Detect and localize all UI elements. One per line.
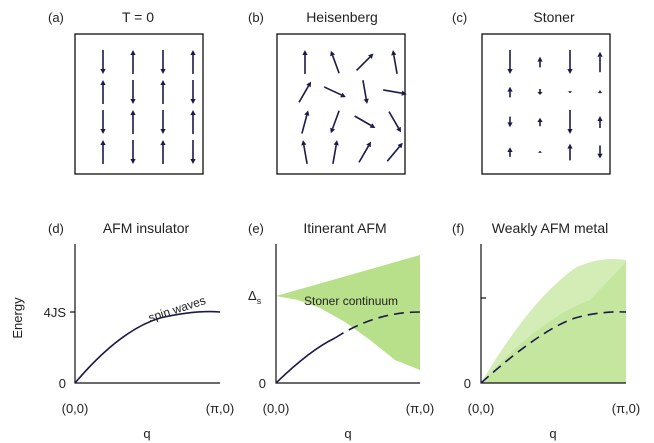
spin-arrow — [100, 80, 105, 104]
spin-arrow — [387, 143, 402, 161]
spin-arrow — [324, 87, 346, 97]
spin-arrows-c — [507, 50, 602, 160]
spin-arrow — [130, 50, 135, 74]
panel-title-b: Heisenberg — [306, 9, 378, 25]
panel-label-b: (b) — [248, 10, 264, 25]
spin-box-c — [482, 34, 610, 174]
spin-arrow — [160, 80, 165, 104]
spin-arrow — [363, 80, 369, 104]
spin-arrow — [597, 116, 602, 128]
spin-arrow — [190, 110, 195, 134]
spin-arrow — [389, 112, 401, 133]
spin-arrow — [160, 140, 165, 164]
panel-label-c: (c) — [452, 10, 467, 25]
spin-arrow — [160, 110, 165, 134]
panel-title-e: Itinerant AFM — [303, 220, 386, 236]
spin-arrow — [597, 91, 602, 94]
spin-arrow — [302, 110, 309, 133]
spin-arrow — [130, 140, 135, 164]
x-axis-label-e: q — [344, 426, 351, 441]
y-tick-label-4js: 4JS — [44, 305, 67, 320]
spin-arrow — [391, 50, 397, 74]
spin-arrow — [330, 111, 339, 134]
spin-arrow — [130, 110, 135, 134]
spin-arrow — [597, 52, 602, 72]
x-tick-max-d: (π,0) — [206, 401, 234, 416]
spin-arrow — [330, 51, 339, 74]
x-axis-label-d: q — [143, 426, 150, 441]
spin-arrow — [567, 110, 572, 134]
stoner-continuum-region-e — [276, 255, 420, 370]
spin-arrow — [357, 54, 374, 71]
spin-arrow — [383, 90, 407, 96]
x-tick-max-f: (π,0) — [612, 401, 640, 416]
spin-arrow — [567, 144, 572, 161]
stoner-continuum-label: Stoner continuum — [304, 294, 398, 308]
spin-arrow — [301, 140, 307, 164]
x-tick-min-e: (0,0) — [263, 401, 290, 416]
spin-arrow — [299, 82, 311, 103]
panel-label-d: (d) — [48, 221, 64, 236]
panel-title-a: T = 0 — [122, 9, 154, 25]
spin-arrow — [100, 110, 105, 134]
spin-arrows-b — [299, 50, 407, 164]
spin-box-b — [277, 34, 405, 174]
spin-arrow — [190, 80, 195, 104]
spin-arrow — [355, 116, 376, 128]
y-tick-label-zero-d: 0 — [59, 376, 66, 391]
x-tick-min-f: (0,0) — [468, 401, 495, 416]
spin-arrow — [302, 50, 307, 74]
x-tick-min-d: (0,0) — [62, 401, 89, 416]
spin-wave-curve-e-solid — [276, 338, 335, 383]
spin-arrow — [190, 140, 195, 164]
panel-title-f: Weakly AFM metal — [492, 220, 608, 236]
spin-arrow — [190, 50, 195, 74]
spin-arrow — [130, 80, 135, 104]
spin-arrow — [507, 117, 512, 128]
panel-title-d: AFM insulator — [103, 220, 190, 236]
spin-arrow — [333, 140, 339, 164]
x-tick-max-e: (π,0) — [406, 401, 434, 416]
x-axis-label-f: q — [549, 426, 556, 441]
spin-arrow — [597, 145, 602, 158]
spin-arrow — [160, 50, 165, 74]
spin-arrows-a — [100, 50, 195, 164]
panel-label-e: (e) — [248, 221, 264, 236]
spin-arrow — [537, 89, 542, 95]
spin-arrow — [537, 118, 542, 126]
spin-arrow — [507, 50, 512, 74]
panel-label-f: (f) — [452, 221, 464, 236]
y-axis-label: Energy — [10, 297, 25, 339]
spin-waves-label: spin waves — [147, 293, 208, 325]
spin-arrow — [507, 87, 512, 98]
spin-arrow — [537, 57, 542, 68]
spin-arrow — [100, 140, 105, 164]
spin-arrow — [507, 147, 512, 157]
spin-arrow — [359, 142, 371, 163]
spin-arrow — [100, 50, 105, 74]
spin-arrow — [567, 50, 572, 74]
spin-wave-curve — [75, 312, 220, 383]
y-tick-label-zero-e: 0 — [259, 376, 266, 391]
delta-s-label: Δs — [248, 288, 262, 306]
panel-title-c: Stoner — [533, 9, 575, 25]
spin-arrow — [537, 151, 542, 153]
spin-arrow — [567, 91, 572, 93]
panel-label-a: (a) — [48, 10, 64, 25]
spin-box-a — [75, 34, 203, 174]
y-tick-label-zero-f: 0 — [464, 376, 471, 391]
